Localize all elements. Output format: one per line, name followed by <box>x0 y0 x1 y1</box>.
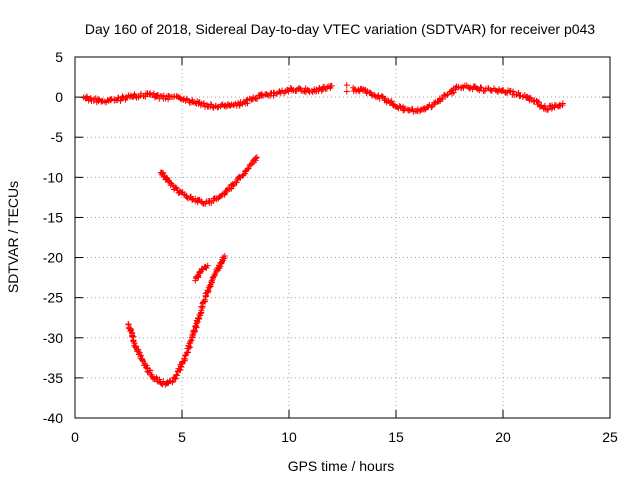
series-arc-upper <box>157 154 260 207</box>
y-tick-label: -30 <box>43 330 63 346</box>
x-axis-label: GPS time / hours <box>288 458 395 474</box>
series-markers <box>125 253 228 388</box>
chart-title: Day 160 of 2018, Sidereal Day-to-day VTE… <box>85 21 595 37</box>
x-tick-label: 0 <box>71 429 79 445</box>
y-tick-label: 5 <box>55 49 63 65</box>
y-tick-label: -20 <box>43 250 63 266</box>
data-series <box>80 82 566 388</box>
series-short-segment <box>192 262 211 284</box>
series-markers <box>343 82 350 95</box>
y-tick-label: -40 <box>43 410 63 426</box>
series-isolated <box>343 82 350 95</box>
y-tick-label: -15 <box>43 209 63 225</box>
series-markers <box>192 262 211 284</box>
grid <box>75 57 610 418</box>
ticks <box>74 56 611 419</box>
series-band-near-zero-2 <box>350 82 566 115</box>
plot-frame <box>74 56 611 419</box>
x-tick-labels: 0 5 10 15 20 25 <box>71 429 618 445</box>
x-tick-label: 10 <box>281 429 297 445</box>
y-tick-label: 0 <box>55 89 63 105</box>
series-markers <box>350 82 566 115</box>
y-tick-label: -10 <box>43 169 63 185</box>
series-band-near-zero <box>80 82 335 111</box>
x-tick-label: 15 <box>388 429 404 445</box>
x-tick-label: 25 <box>602 429 618 445</box>
y-tick-labels: 5 0 -5 -10 -15 -20 -25 -30 -35 -40 <box>43 49 63 426</box>
y-tick-label: -25 <box>43 290 63 306</box>
y-tick-label: -35 <box>43 370 63 386</box>
series-arc-lower <box>125 253 228 388</box>
x-tick-label: 5 <box>178 429 186 445</box>
x-tick-label: 20 <box>495 429 511 445</box>
y-tick-label: -5 <box>51 129 64 145</box>
y-axis-label: SDTVAR / TECUs <box>5 181 21 293</box>
series-markers <box>157 154 260 207</box>
series-markers <box>80 82 335 111</box>
